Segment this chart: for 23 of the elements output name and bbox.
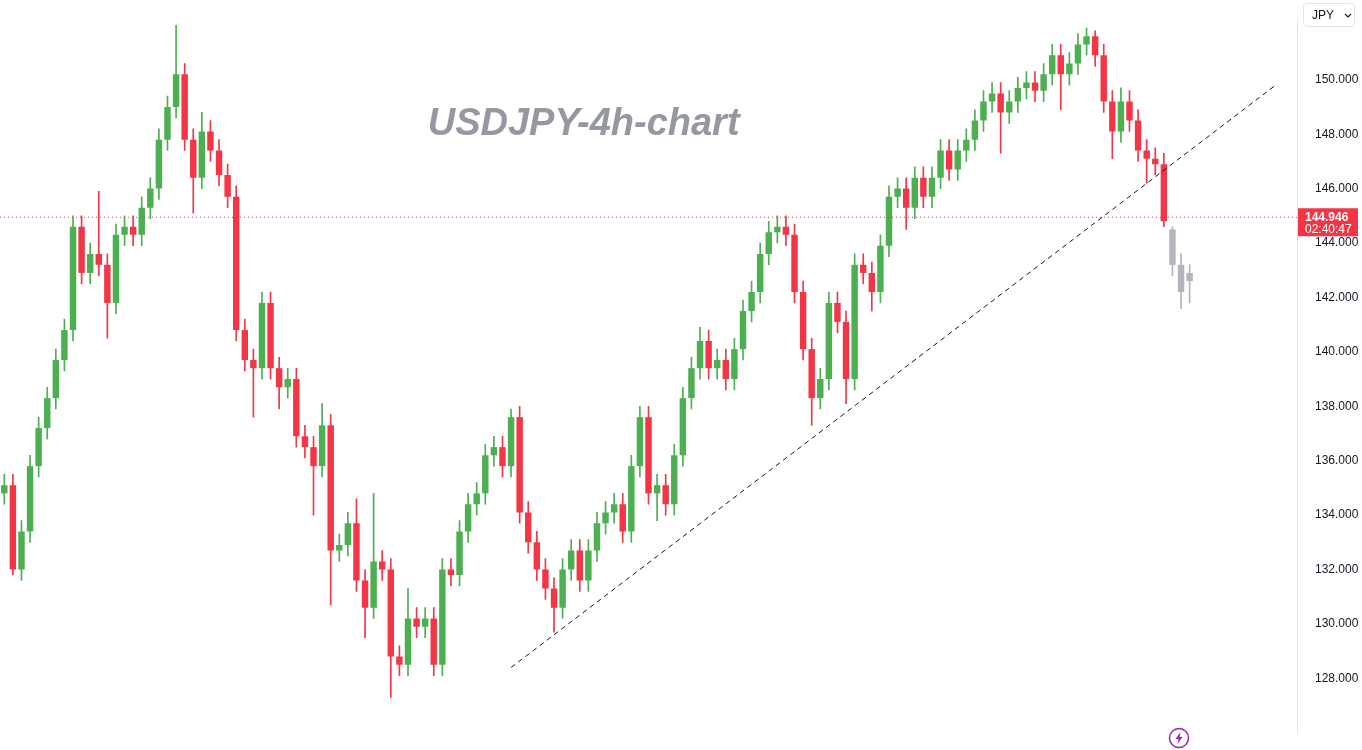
text: USDJPY-4h-chart [427, 101, 741, 144]
y-tick-label: 144.000 [1315, 235, 1359, 250]
candlestick [653, 473, 661, 521]
y-tick-label: 136.000 [1315, 453, 1359, 468]
text: 02:40:47 [1305, 221, 1353, 236]
y-tick-label: 128.000 [1315, 670, 1359, 685]
candlestick [1, 473, 8, 505]
candlestick [336, 533, 343, 562]
text: JPY [1312, 8, 1335, 22]
y-tick-label: 146.000 [1315, 180, 1359, 195]
candlestick [610, 493, 618, 524]
candlestick [421, 607, 429, 638]
y-tick-label: 134.000 [1315, 507, 1359, 522]
y-tick-label: 140.000 [1315, 344, 1359, 359]
candlestick [1143, 139, 1150, 184]
candlestick [1031, 71, 1039, 102]
y-tick-label: 142.000 [1315, 289, 1359, 304]
y-tick-label: 150.000 [1315, 72, 1359, 87]
y-tick-label: 130.000 [1315, 616, 1359, 631]
y-tick-label: 148.000 [1315, 126, 1359, 141]
y-tick-label: 132.000 [1315, 561, 1359, 576]
ref-line-label: 144.946 [1305, 209, 1349, 224]
y-tick-label: 138.000 [1315, 398, 1359, 413]
